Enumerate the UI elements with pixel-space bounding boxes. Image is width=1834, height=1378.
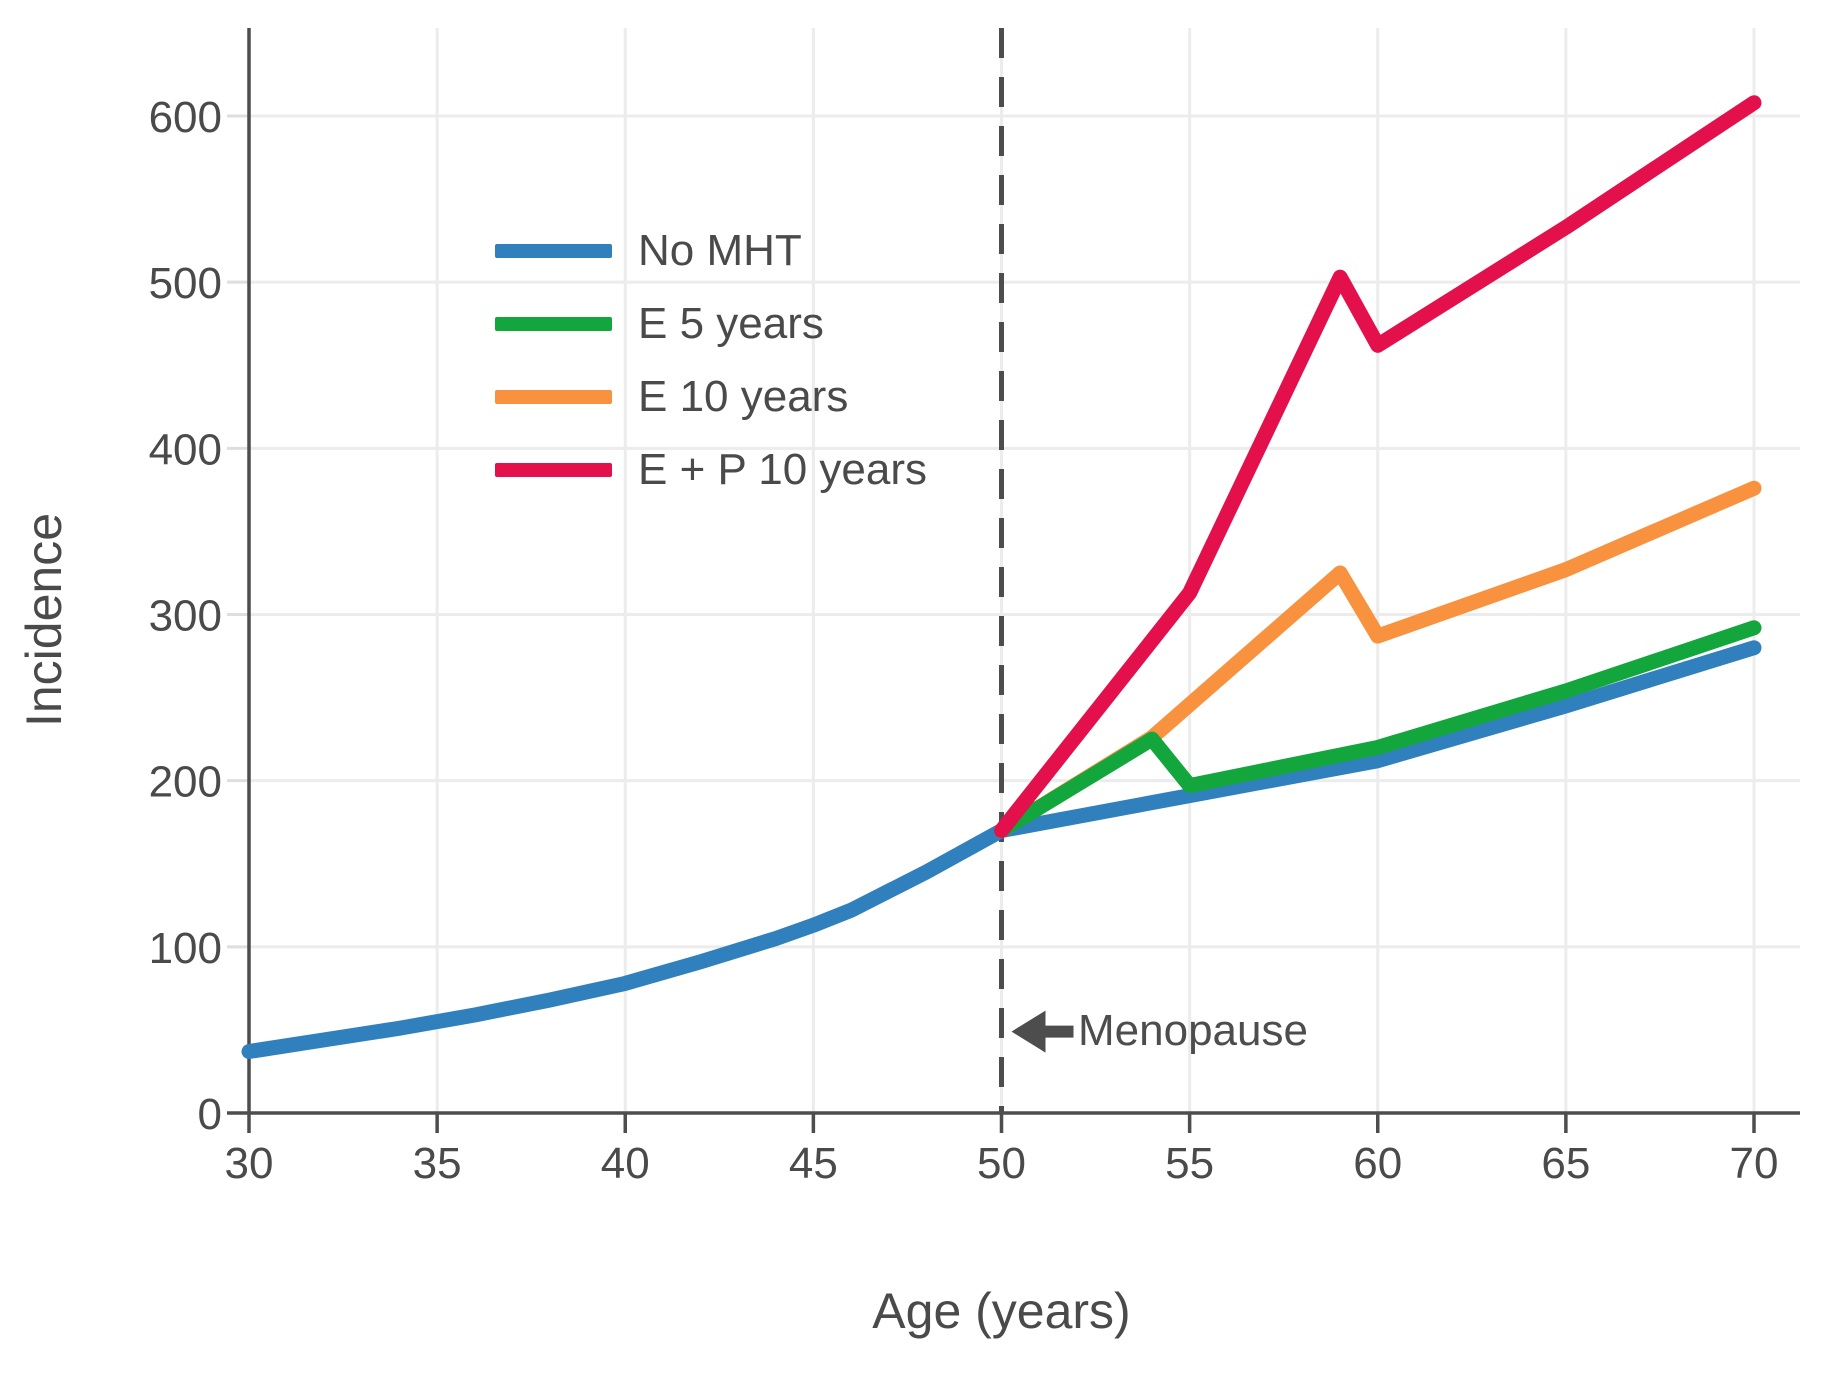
x-tick-label: 50 [977,1139,1026,1188]
menopause-annotation-label: Menopause [1078,1006,1308,1055]
y-tick-label: 0 [198,1090,222,1139]
series-line [994,95,1762,839]
legend: No MHT E 5 years E 10 years E + P 10 yea… [495,214,927,506]
x-tick-label: 70 [1730,1139,1779,1188]
x-tick-label: 35 [413,1139,462,1188]
y-tick-label: 200 [149,758,222,807]
y-tick-label: 600 [149,93,222,142]
x-tick-label: 60 [1353,1139,1402,1188]
legend-label-no-mht: No MHT [638,225,802,275]
legend-swatch-no-mht [495,243,612,258]
menopause-arrow [1011,1010,1074,1053]
legend-swatch-e10 [495,389,612,404]
y-tick-label: 400 [149,425,222,474]
y-tick-label: 500 [149,259,222,308]
x-tick-label: 30 [225,1139,274,1188]
y-axis-title: Incidence [16,512,72,728]
x-tick-label: 40 [601,1139,650,1188]
legend-label-e5: E 5 years [638,298,824,348]
x-tick-label: 65 [1541,1139,1590,1188]
series-line [994,620,1762,839]
legend-label-ep10: E + P 10 years [638,444,928,494]
legend-item-ep10: E + P 10 years [495,433,927,506]
series-line [241,640,1762,1060]
x-tick-label: 55 [1165,1139,1214,1188]
legend-item-e10: E 10 years [495,360,927,433]
legend-item-e5: E 5 years [495,287,927,360]
legend-label-e10: E 10 years [638,371,849,421]
legend-item-no-mht: No MHT [495,214,927,287]
legend-swatch-e5 [495,316,612,331]
legend-swatch-ep10 [495,462,612,477]
x-axis-title: Age (years) [872,1283,1131,1339]
y-tick-label: 300 [149,591,222,640]
y-tick-label: 100 [149,924,222,973]
x-tick-label: 45 [789,1139,838,1188]
